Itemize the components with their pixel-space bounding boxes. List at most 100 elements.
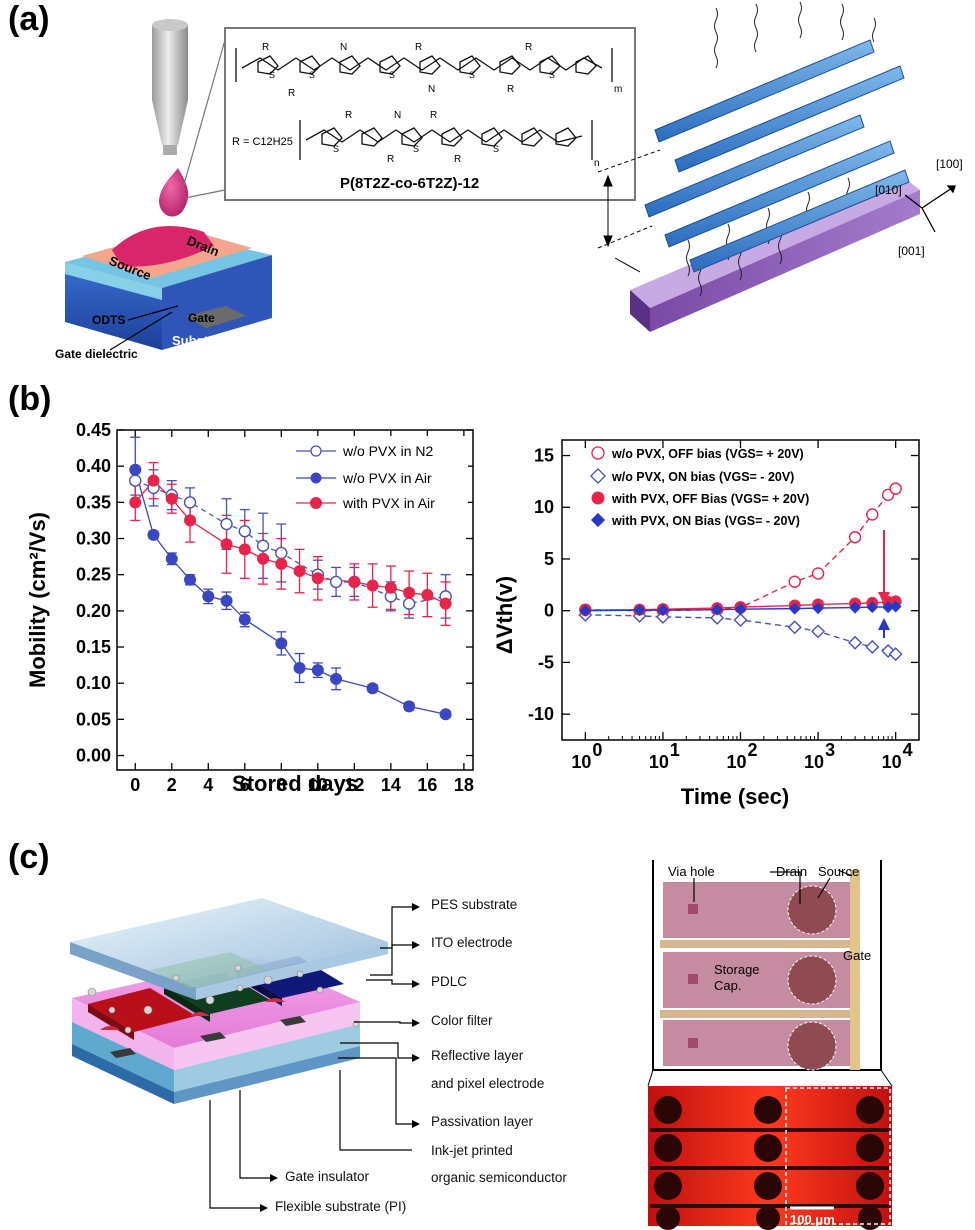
data-point-3 (849, 601, 862, 614)
micrograph-pixels (660, 870, 860, 1071)
atom-n-3: N (394, 110, 401, 121)
data-point-0 (811, 567, 825, 580)
data-point-2 (275, 557, 288, 570)
x-tick-label: 18 (454, 775, 474, 795)
panel-label-a: (a) (8, 0, 50, 38)
atom-s-7: S (413, 144, 419, 154)
vth-arrows (878, 530, 890, 638)
conjugated-backbones (644, 39, 910, 273)
mobility-ylabel: Mobility (cm²/Vs) (25, 512, 50, 688)
x-tick-exponent: 3 (825, 740, 835, 760)
atom-r-4: R (525, 42, 532, 53)
chart-mobility-frame (116, 429, 474, 771)
x-tick-exponent: 1 (670, 740, 680, 760)
atom-r-2: R (288, 88, 295, 99)
legend-marker-pvx (310, 497, 322, 509)
callout-flexible-substrate: Flexible substrate (PI) (275, 1199, 407, 1214)
data-point-1 (147, 528, 160, 541)
data-point-2 (366, 579, 379, 592)
data-point-0 (329, 575, 343, 589)
data-point-1 (888, 647, 903, 662)
callout-pdlc: PDLC (431, 974, 468, 989)
legend-marker-n2 (310, 445, 322, 457)
data-point-0 (402, 597, 416, 610)
data-point-0 (129, 474, 142, 487)
x-tick-label: 8 (276, 775, 286, 795)
callout-ito: ITO electrode (431, 935, 513, 950)
atom-r-7: R (387, 154, 394, 165)
data-point-1 (311, 664, 324, 677)
data-point-2 (238, 543, 251, 556)
x-tick-exponent: 0 (592, 740, 602, 760)
data-point-3 (882, 601, 895, 614)
x-tick-label: 12 (344, 775, 364, 795)
data-point-1 (366, 682, 379, 695)
atom-r-9: R (454, 154, 461, 165)
data-point-1 (165, 552, 178, 565)
y-tick-label: 10 (534, 497, 554, 517)
zoom-line-left (647, 1069, 654, 1087)
panel-b-charts: 0 2 4 6 8 10 12 14 16 180.000.050.100.150.200.250… (25, 420, 920, 809)
data-point-1 (811, 624, 826, 639)
data-point-1 (238, 613, 251, 626)
micro-cap: Cap. (714, 978, 741, 993)
y-tick-label: -5 (538, 652, 554, 672)
data-point-1 (202, 590, 215, 603)
data-point-1 (439, 708, 452, 721)
panel-label-c: (c) (8, 838, 50, 876)
data-point-3 (866, 601, 879, 614)
x-tick-base: 10 (571, 752, 591, 772)
vth-xlabel: Time (sec) (681, 784, 789, 809)
data-point-1 (403, 700, 416, 713)
data-point-2 (165, 492, 178, 505)
data-point-2 (129, 496, 142, 509)
atom-n-2: N (428, 84, 435, 95)
legend-text-on-pvx: with PVX, ON Bias (VGS= - 20V) (611, 514, 800, 528)
callout-leaders (209, 906, 412, 1209)
panel-a-figure: Drain Source ODTS Gate Gate dielectric S… (55, 1, 963, 361)
callout-gate-insulator: Gate insulator (285, 1169, 370, 1184)
data-point-2 (293, 565, 306, 578)
packing-dimension-lines (597, 149, 661, 273)
atom-s-5: S (549, 70, 555, 80)
x-tick-label: 2 (167, 775, 177, 795)
callout-inkjet: Ink-jet printed (431, 1143, 513, 1158)
data-point-2 (348, 575, 361, 588)
legend-marker-on-pvx (590, 512, 606, 528)
atom-s-8: S (493, 144, 499, 154)
data-point-0 (866, 508, 879, 521)
atom-r-6: R (345, 110, 352, 121)
panel-c-figure: Via hole Drain Source Gate Storage Cap. … (70, 860, 893, 1230)
data-point-2 (311, 572, 324, 585)
series-line-0 (135, 480, 446, 605)
data-point-0 (220, 517, 233, 531)
label-odts: ODTS (92, 313, 125, 327)
subscript-m: m (614, 84, 622, 95)
legend-marker-off-wo (591, 446, 605, 460)
axis-001: [001] (898, 244, 925, 258)
micro-arrows (693, 869, 853, 904)
x-tick-label: 10 (308, 775, 328, 795)
micro-source: Source (818, 864, 859, 879)
callout-pes: PES substrate (431, 897, 518, 912)
legend-marker-air (310, 472, 322, 484)
zoom-line-bottom (184, 189, 226, 199)
y-tick-label: 0.05 (76, 709, 111, 729)
data-point-3 (788, 602, 801, 615)
x-tick-base: 10 (649, 752, 669, 772)
data-point-1 (129, 463, 142, 476)
chart-mobility-plot: 0 2 4 6 8 10 12 14 16 18 0.00 0.05 0.10 0.15 0.20 0.25 0… (76, 420, 474, 795)
data-point-2 (421, 588, 434, 601)
data-point-1 (293, 662, 306, 674)
crystal-axes (904, 185, 956, 233)
data-point-3 (656, 604, 669, 617)
data-point-3 (711, 603, 724, 616)
chart-vth-frame (561, 439, 920, 741)
legend-text-air: w/o PVX in Air (342, 470, 432, 486)
r-group-def: R = C12H25 (232, 136, 293, 148)
y-tick-label: 0 (544, 601, 554, 621)
y-tick-label: 0.15 (76, 637, 111, 657)
data-point-0 (889, 482, 902, 495)
data-point-0 (848, 531, 862, 544)
